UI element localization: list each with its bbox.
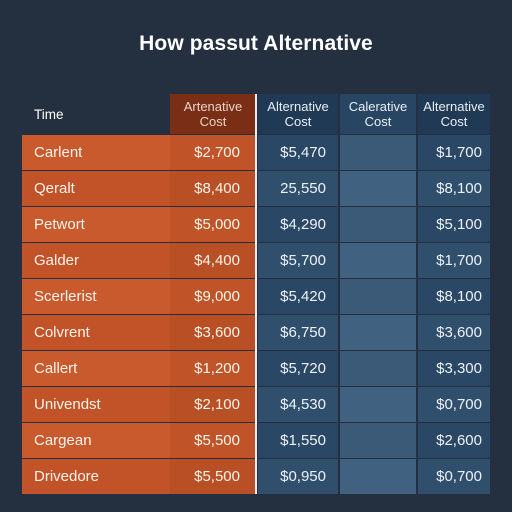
row-alt-cost: $4,400 xyxy=(170,243,256,278)
table-row: Petwort $5,000 $4,290 $5,100 xyxy=(22,207,490,242)
row-alt-cost: $5,500 xyxy=(170,459,256,494)
row-alternative-cost: $5,700 xyxy=(258,243,338,278)
row-alternative-cost: $6,750 xyxy=(258,315,338,350)
row-alt-cost: $2,100 xyxy=(170,387,256,422)
row-calerative-cost xyxy=(340,243,416,278)
table-row: Qeralt $8,400 25,550 $8,100 xyxy=(22,171,490,206)
row-alternative-cost-2: $8,100 xyxy=(418,171,490,206)
table-row: Galder $4,400 $5,700 $1,700 xyxy=(22,243,490,278)
row-name: Galder xyxy=(22,243,170,278)
table-row: Univendst $2,100 $4,530 $0,700 xyxy=(22,387,490,422)
row-alternative-cost-2: $1,700 xyxy=(418,243,490,278)
row-calerative-cost xyxy=(340,207,416,242)
row-calerative-cost xyxy=(340,351,416,386)
row-calerative-cost xyxy=(340,387,416,422)
row-name: Carlent xyxy=(22,135,170,170)
table-row: Cargean $5,500 $1,550 $2,600 xyxy=(22,423,490,458)
row-alt-cost: $1,200 xyxy=(170,351,256,386)
row-calerative-cost xyxy=(340,423,416,458)
cost-table: Time Artenative Cost Alternative Cost Ca… xyxy=(22,94,490,494)
row-name: Scerlerist xyxy=(22,279,170,314)
row-alternative-cost: $0,950 xyxy=(258,459,338,494)
row-alternative-cost-2: $8,100 xyxy=(418,279,490,314)
table-header-row: Time Artenative Cost Alternative Cost Ca… xyxy=(22,94,490,134)
row-name: Drivedore xyxy=(22,459,170,494)
row-alternative-cost: $4,530 xyxy=(258,387,338,422)
table-row: Scerlerist $9,000 $5,420 $8,100 xyxy=(22,279,490,314)
table-row: Carlent $2,700 $5,470 $1,700 xyxy=(22,135,490,170)
header-calerative-cost[interactable]: Calerative Cost xyxy=(340,94,416,134)
row-alternative-cost-2: $0,700 xyxy=(418,459,490,494)
row-alt-cost: $8,400 xyxy=(170,171,256,206)
row-calerative-cost xyxy=(340,315,416,350)
row-alternative-cost-2: $5,100 xyxy=(418,207,490,242)
row-name: Petwort xyxy=(22,207,170,242)
row-alternative-cost: 25,550 xyxy=(258,171,338,206)
column-divider xyxy=(255,94,257,494)
row-alt-cost: $5,500 xyxy=(170,423,256,458)
row-alt-cost: $9,000 xyxy=(170,279,256,314)
row-alt-cost: $3,600 xyxy=(170,315,256,350)
row-calerative-cost xyxy=(340,279,416,314)
table-row: Drivedore $5,500 $0,950 $0,700 xyxy=(22,459,490,494)
row-alternative-cost-2: $1,700 xyxy=(418,135,490,170)
row-name: Callert xyxy=(22,351,170,386)
row-alternative-cost: $5,420 xyxy=(258,279,338,314)
row-calerative-cost xyxy=(340,459,416,494)
row-name: Cargean xyxy=(22,423,170,458)
row-alternative-cost: $5,720 xyxy=(258,351,338,386)
header-time[interactable]: Time xyxy=(34,106,64,122)
row-alternative-cost: $4,290 xyxy=(258,207,338,242)
table-row: Callert $1,200 $5,720 $3,300 xyxy=(22,351,490,386)
table-row: Colvrent $3,600 $6,750 $3,600 xyxy=(22,315,490,350)
row-alternative-cost-2: $0,700 xyxy=(418,387,490,422)
header-artenative-cost[interactable]: Artenative Cost xyxy=(170,94,256,134)
row-name: Univendst xyxy=(22,387,170,422)
row-alternative-cost-2: $3,600 xyxy=(418,315,490,350)
row-calerative-cost xyxy=(340,171,416,206)
page-title: How passut Alternative xyxy=(139,32,373,55)
row-alt-cost: $2,700 xyxy=(170,135,256,170)
row-calerative-cost xyxy=(340,135,416,170)
header-alternative-cost-2[interactable]: Alternative Cost xyxy=(418,94,490,134)
row-alternative-cost: $1,550 xyxy=(258,423,338,458)
row-alternative-cost-2: $3,300 xyxy=(418,351,490,386)
row-name: Colvrent xyxy=(22,315,170,350)
row-name: Qeralt xyxy=(22,171,170,206)
row-alt-cost: $5,000 xyxy=(170,207,256,242)
row-alternative-cost: $5,470 xyxy=(258,135,338,170)
row-alternative-cost-2: $2,600 xyxy=(418,423,490,458)
header-alternative-cost-1[interactable]: Alternative Cost xyxy=(258,94,338,134)
